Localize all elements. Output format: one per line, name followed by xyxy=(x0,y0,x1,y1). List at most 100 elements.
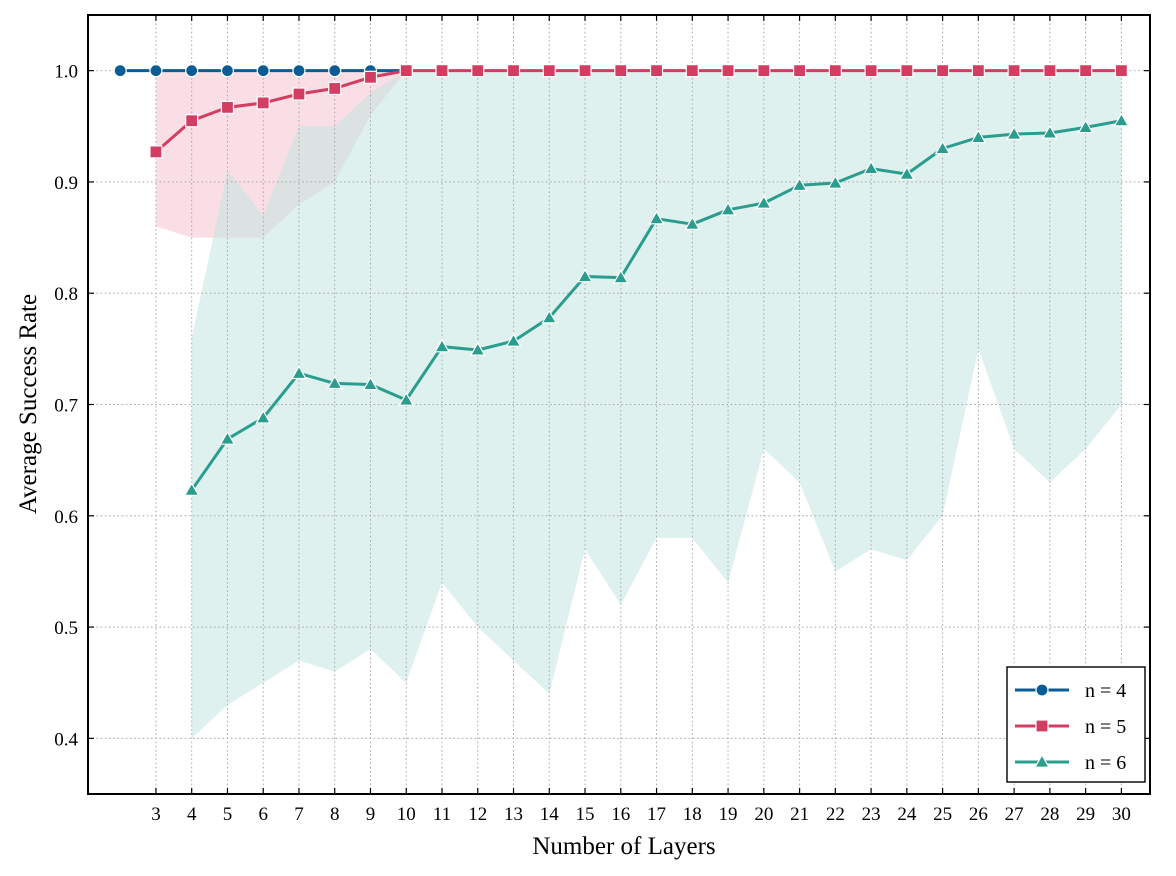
point-series-3-x19 xyxy=(720,201,736,216)
point-series-2-x16 xyxy=(614,64,628,78)
x-tick-label-16: 16 xyxy=(611,804,630,825)
x-tick-label-12: 12 xyxy=(468,804,487,825)
x-tick-label-29: 29 xyxy=(1076,804,1095,825)
legend-marker-1 xyxy=(1035,683,1049,697)
point-series-2-x8 xyxy=(328,81,342,96)
point-series-2-x22 xyxy=(828,64,842,78)
x-tick-label-17: 17 xyxy=(647,804,666,825)
point-series-1-x7 xyxy=(292,64,306,78)
point-series-2-x7 xyxy=(292,87,306,101)
point-series-2-x23 xyxy=(864,64,878,78)
point-series-3-x13 xyxy=(505,332,522,347)
x-tick-label-14: 14 xyxy=(540,804,560,825)
point-series-2-x19 xyxy=(721,64,735,78)
x-tick-label-7: 7 xyxy=(294,804,304,825)
x-tick-label-11: 11 xyxy=(433,804,451,825)
point-series-3-x16 xyxy=(612,269,629,284)
y-axis-label: Average Success Rate xyxy=(15,294,42,514)
x-tick-label-24: 24 xyxy=(897,804,917,825)
point-series-3-x7 xyxy=(291,365,307,380)
x-tick-label-26: 26 xyxy=(969,804,988,825)
point-series-2-x3 xyxy=(149,145,163,159)
y-tick-label-1: 0.5 xyxy=(54,618,78,639)
y-tick-label-4: 0.8 xyxy=(54,284,78,305)
point-series-3-x29 xyxy=(1077,119,1094,134)
point-series-3-x5 xyxy=(219,430,236,445)
x-axis-label: Number of Layers xyxy=(532,833,715,860)
point-series-2-x13 xyxy=(506,64,521,78)
point-series-3-x11 xyxy=(434,338,450,353)
point-series-3-x10 xyxy=(398,391,415,406)
y-axis-ticks: 0.4 0.5 0.6 0.7 0.8 0.9 1.0 xyxy=(54,62,1150,750)
y-tick-label-2: 0.6 xyxy=(54,507,78,528)
point-series-3-x30 xyxy=(1113,112,1130,127)
x-tick-label-3: 3 xyxy=(151,804,161,825)
y-tick-label-5: 0.9 xyxy=(54,173,78,194)
point-series-2-x4 xyxy=(185,114,199,128)
point-series-2-x5 xyxy=(220,100,235,114)
point-series-1-x5 xyxy=(220,64,235,78)
point-series-3-x21 xyxy=(791,177,808,192)
point-series-2-x11 xyxy=(435,64,449,78)
point-series-2-x28 xyxy=(1043,64,1057,78)
point-series-1-x4 xyxy=(185,64,199,78)
point-series-3-x9 xyxy=(362,376,379,391)
series-markers xyxy=(113,64,1130,496)
legend-label-2: n = 5 xyxy=(1085,716,1126,738)
point-series-3-x23 xyxy=(863,160,880,175)
legend-label-3: n = 6 xyxy=(1085,752,1126,774)
point-series-3-x18 xyxy=(684,216,701,230)
point-series-1-x2 xyxy=(113,64,127,78)
point-series-2-x12 xyxy=(471,64,485,78)
point-series-2-x9 xyxy=(363,70,378,84)
x-tick-label-22: 22 xyxy=(826,804,845,825)
y-tick-label-6: 1.0 xyxy=(54,62,78,83)
point-series-3-x15 xyxy=(577,268,593,283)
point-series-2-x20 xyxy=(757,64,771,78)
x-tick-label-18: 18 xyxy=(683,804,702,825)
x-tick-label-23: 23 xyxy=(862,804,881,825)
x-tick-label-5: 5 xyxy=(223,804,233,825)
x-tick-label-28: 28 xyxy=(1040,804,1059,825)
point-series-3-x4 xyxy=(183,482,200,496)
x-tick-label-25: 25 xyxy=(933,804,952,825)
point-series-2-x15 xyxy=(578,64,592,78)
point-series-2-x14 xyxy=(542,64,556,78)
point-series-3-x20 xyxy=(755,194,772,209)
point-series-3-x12 xyxy=(469,341,486,356)
x-tick-label-8: 8 xyxy=(330,804,340,825)
point-series-2-x26 xyxy=(971,64,985,78)
point-series-3-x17 xyxy=(648,210,665,225)
point-series-3-x14 xyxy=(541,309,558,324)
point-series-2-x10 xyxy=(399,64,413,78)
point-series-2-x25 xyxy=(936,64,950,78)
point-series-2-x29 xyxy=(1079,64,1093,78)
x-tick-label-13: 13 xyxy=(504,804,523,825)
y-tick-label-0: 0.4 xyxy=(54,729,78,750)
point-series-3-x6 xyxy=(255,409,272,424)
x-tick-label-20: 20 xyxy=(754,804,773,825)
point-series-3-x27 xyxy=(1006,125,1023,140)
legend-label-1: n = 4 xyxy=(1085,680,1126,702)
x-tick-label-27: 27 xyxy=(1005,804,1024,825)
point-series-2-x27 xyxy=(1007,64,1021,78)
legend: n = 4 n = 5 n = 6 xyxy=(1006,666,1146,783)
x-tick-label-6: 6 xyxy=(258,804,268,825)
x-tick-label-4: 4 xyxy=(187,804,197,825)
point-series-3-x8 xyxy=(326,375,343,390)
point-series-2-x21 xyxy=(792,64,807,78)
point-series-2-x18 xyxy=(685,64,699,78)
x-tick-label-9: 9 xyxy=(366,804,376,825)
x-tick-label-10: 10 xyxy=(397,804,416,825)
point-series-3-x24 xyxy=(898,166,915,180)
point-series-1-x8 xyxy=(328,64,342,78)
y-tick-label-3: 0.7 xyxy=(54,396,78,417)
legend-marker-2 xyxy=(1035,719,1049,733)
point-series-2-x30 xyxy=(1114,64,1128,78)
x-tick-label-19: 19 xyxy=(719,804,738,825)
point-series-3-x28 xyxy=(1041,124,1058,139)
x-axis-ticks: 3 4 5 6 7 8 9 10 11 12 13 14 15 16 17 18 19 20 21 22 23 24 25 2… xyxy=(151,15,1131,825)
x-tick-label-30: 30 xyxy=(1112,804,1131,825)
line-series-2 xyxy=(154,69,1122,154)
